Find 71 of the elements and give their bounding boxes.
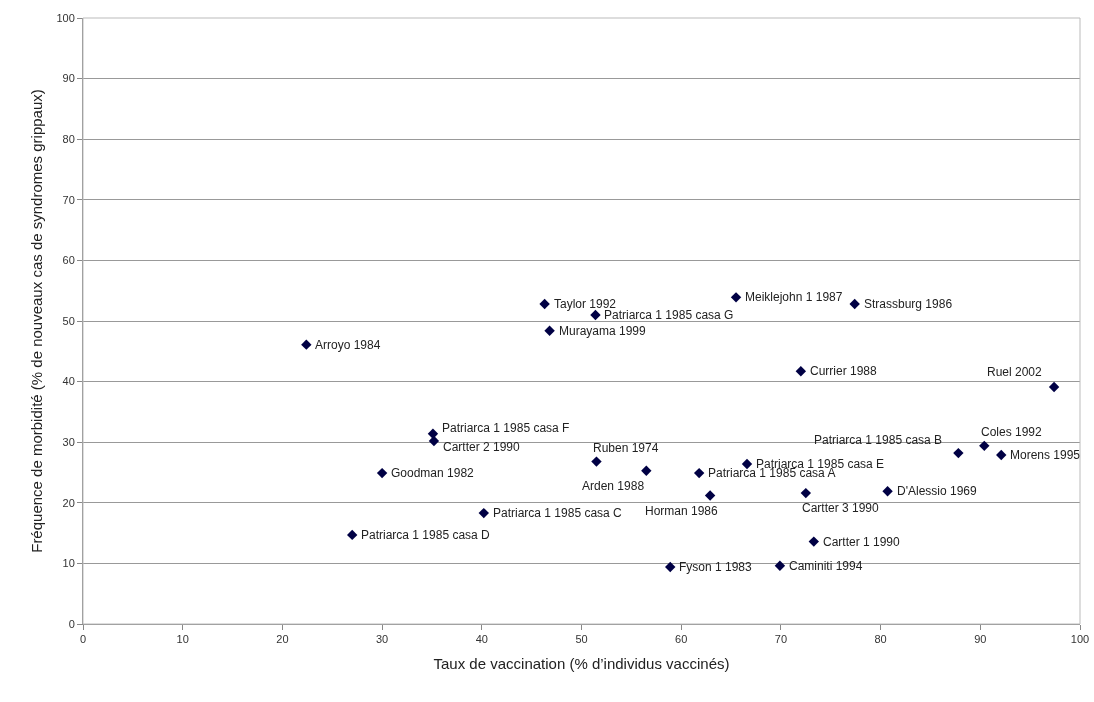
- point: [641, 465, 652, 476]
- point: [704, 490, 716, 501]
- y-tick-label: 10: [62, 557, 75, 570]
- y-tick-label: 70: [62, 193, 75, 206]
- point: [795, 366, 807, 377]
- point: [544, 325, 555, 336]
- annotation: Arden 1988: [582, 479, 645, 493]
- y-tick-label: 30: [62, 436, 75, 449]
- annotation: Ruben 1974: [593, 441, 659, 455]
- annotation: Patriarca 1 1985 casa D: [361, 528, 491, 542]
- annotation: Caminiti 1994: [789, 559, 863, 573]
- y-tick-label: 80: [62, 133, 75, 146]
- annotation: Cartter 2 1990: [443, 440, 521, 454]
- annotation: Currier 1988: [810, 364, 878, 378]
- y-tick-label: 60: [62, 254, 75, 267]
- annotation: Coles 1992: [981, 425, 1043, 439]
- x-axis-title: Taux de vaccination (% d’individus vaccinés): [433, 655, 730, 673]
- annotation: Patriarca 1 1985 casa G: [604, 308, 734, 322]
- point: [953, 447, 964, 459]
- x-tick-label: 80: [874, 633, 887, 646]
- annotation: Fyson 1 1983: [679, 560, 753, 574]
- y-tick-label: 50: [62, 314, 75, 327]
- annotation: Patriarca 1 1985 casa B: [814, 433, 943, 447]
- annotation: D'Alessio 1969: [897, 484, 977, 498]
- point: [665, 561, 676, 573]
- annotation: Patriarca 1 1985 casa F: [442, 421, 570, 435]
- annotation: Horman 1986: [645, 504, 719, 518]
- x-tick-label: 60: [675, 633, 688, 646]
- y-tick-label: 40: [62, 375, 75, 388]
- x-tick-label: 50: [575, 633, 588, 646]
- annotation: Strassburg 1986: [864, 297, 953, 311]
- point: [591, 456, 602, 467]
- annotation: Cartter 1 1990: [823, 535, 901, 549]
- point: [539, 298, 550, 310]
- point: [849, 298, 860, 310]
- annotation: Meiklejohn 1 1987: [745, 290, 843, 304]
- annotation: Taylor 1992: [554, 297, 617, 311]
- annotation: Patriarca 1 1985 casa C: [493, 506, 623, 520]
- point: [478, 507, 489, 519]
- x-tick-label: 40: [475, 633, 488, 646]
- point: [346, 529, 358, 541]
- annotation: Cartter 3 1990: [802, 501, 880, 515]
- x-tick-label: 90: [974, 633, 987, 646]
- point: [730, 292, 742, 303]
- point: [800, 487, 812, 499]
- y-tick-label: 90: [62, 72, 75, 85]
- x-tick-label: 0: [79, 633, 87, 646]
- point: [590, 309, 601, 321]
- y-tick-label: 0: [68, 617, 75, 630]
- point: [979, 440, 990, 452]
- y-axis-title: Fréquence de morbidité (% de nouveaux cas de syndromes grippaux): [27, 89, 45, 553]
- x-tick-label: 20: [276, 633, 289, 646]
- point: [301, 339, 312, 350]
- annotation: Murayama 1999: [559, 324, 647, 338]
- x-tick-label: 100: [1070, 633, 1090, 646]
- point: [693, 467, 705, 479]
- point: [774, 560, 786, 572]
- point: [882, 486, 893, 497]
- x-tick-label: 30: [375, 633, 389, 646]
- annotation: Ruel 2002: [987, 365, 1043, 379]
- annotation: Morens 1995: [1010, 448, 1081, 462]
- x-tick-label: 10: [176, 633, 189, 646]
- annotation: Arroyo 1984: [315, 338, 381, 352]
- point: [1048, 381, 1060, 393]
- point: [808, 536, 819, 547]
- annotation: Goodman 1982: [391, 466, 475, 480]
- y-tick-label: 20: [62, 496, 75, 509]
- x-tick-label: 70: [774, 633, 788, 646]
- point: [996, 449, 1007, 461]
- point: [376, 467, 388, 479]
- y-tick-label: 100: [56, 11, 75, 24]
